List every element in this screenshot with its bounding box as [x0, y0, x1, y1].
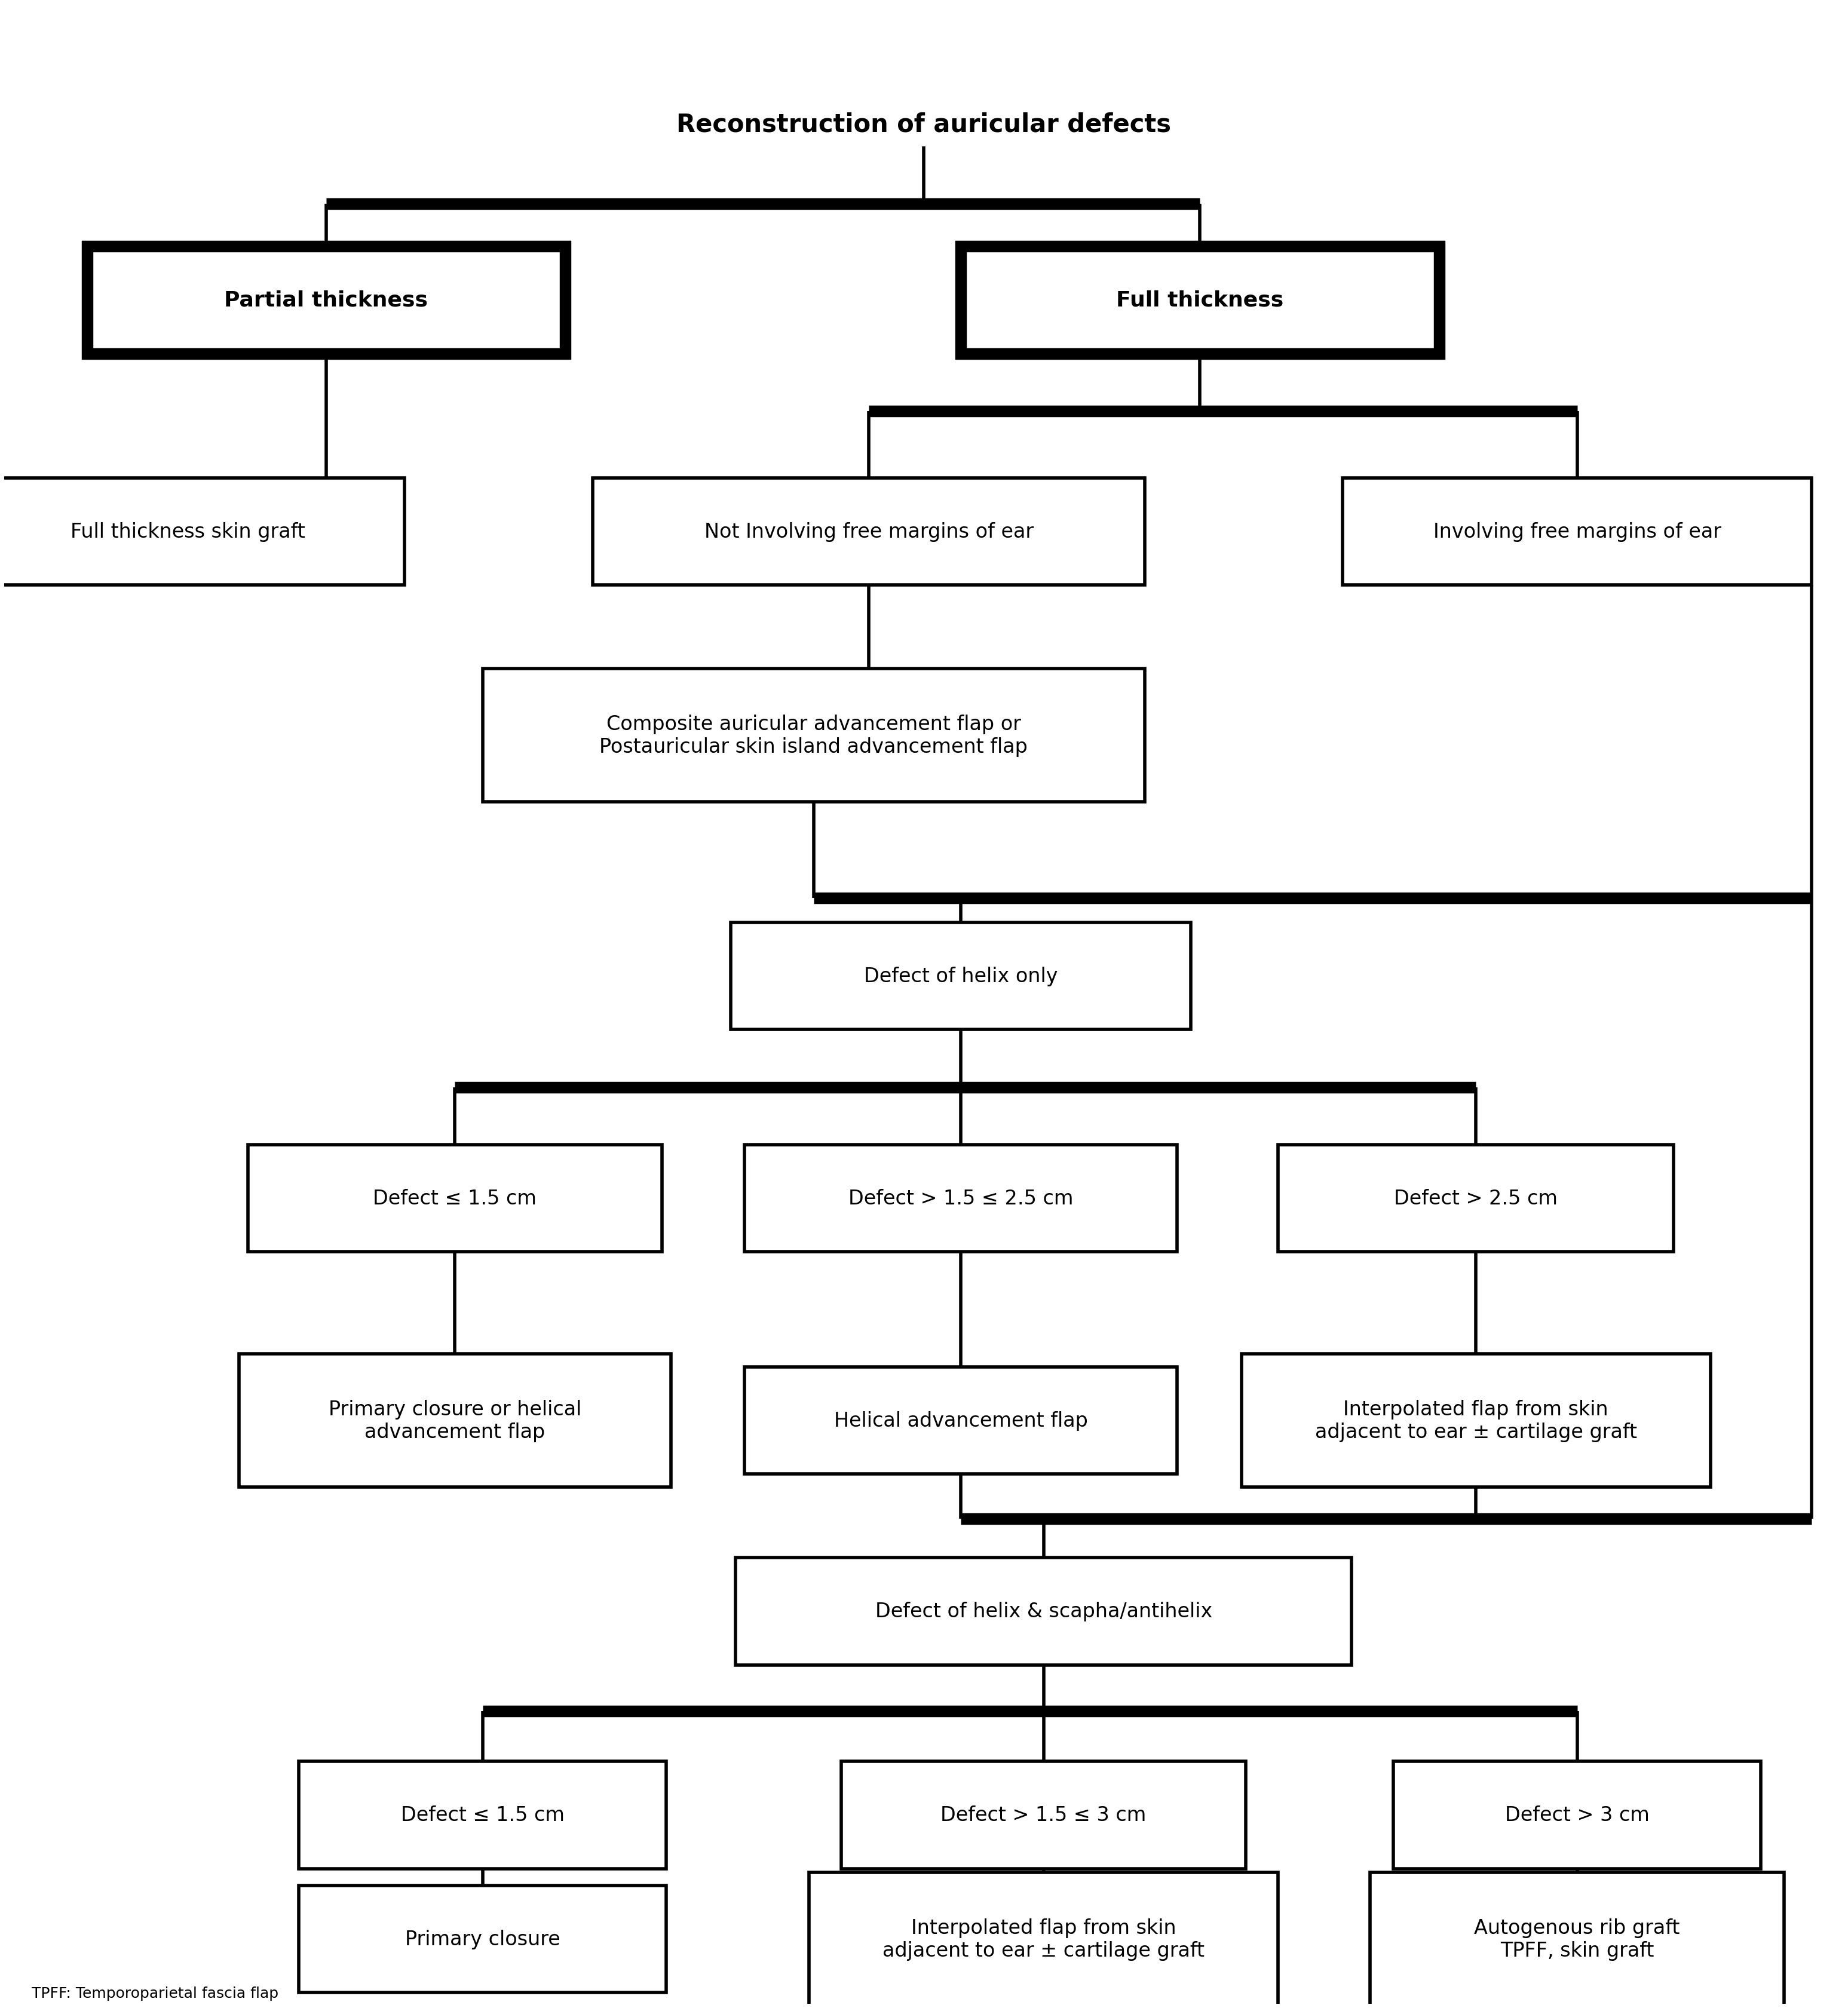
Text: Defect ≤ 1.5 cm: Defect ≤ 1.5 cm: [401, 1805, 564, 1825]
FancyBboxPatch shape: [1342, 478, 1811, 586]
Text: Interpolated flap from skin
adjacent to ear ± cartilage graft: Interpolated flap from skin adjacent to …: [1316, 1400, 1637, 1442]
FancyBboxPatch shape: [961, 247, 1440, 353]
Text: Helical advancement flap: Helical advancement flap: [833, 1412, 1088, 1430]
FancyBboxPatch shape: [1242, 1353, 1711, 1488]
Text: Defect of helix only: Defect of helix only: [863, 966, 1057, 986]
Text: Defect > 3 cm: Defect > 3 cm: [1504, 1805, 1650, 1825]
Text: Partial thickness: Partial thickness: [224, 291, 429, 311]
Text: Autogenous rib graft
TPFF, skin graft: Autogenous rib graft TPFF, skin graft: [1475, 1918, 1680, 1960]
Text: TPFF: Temporoparietal fascia flap: TPFF: Temporoparietal fascia flap: [31, 1986, 279, 2000]
FancyBboxPatch shape: [841, 1761, 1246, 1869]
Text: Defect of helix & scapha/antihelix: Defect of helix & scapha/antihelix: [874, 1602, 1212, 1620]
Text: Interpolated flap from skin
adjacent to ear ± cartilage graft: Interpolated flap from skin adjacent to …: [883, 1918, 1205, 1960]
FancyBboxPatch shape: [248, 1145, 662, 1253]
Text: Not Involving free margins of ear: Not Involving free margins of ear: [704, 522, 1033, 542]
Text: Primary closure: Primary closure: [405, 1930, 560, 1950]
FancyBboxPatch shape: [730, 922, 1190, 1030]
FancyBboxPatch shape: [238, 1353, 671, 1488]
Text: Defect > 2.5 cm: Defect > 2.5 cm: [1393, 1189, 1558, 1209]
Text: Composite auricular advancement flap or
Postauricular skin island advancement fl: Composite auricular advancement flap or …: [599, 715, 1027, 757]
FancyBboxPatch shape: [1279, 1145, 1674, 1253]
FancyBboxPatch shape: [0, 478, 405, 586]
Text: Full thickness skin graft: Full thickness skin graft: [70, 522, 305, 542]
FancyBboxPatch shape: [736, 1558, 1351, 1665]
FancyBboxPatch shape: [1369, 1871, 1783, 2006]
Text: Reconstruction of auricular defects: Reconstruction of auricular defects: [676, 112, 1172, 137]
FancyBboxPatch shape: [1393, 1761, 1761, 1869]
FancyBboxPatch shape: [593, 478, 1144, 586]
FancyBboxPatch shape: [299, 1886, 667, 1992]
FancyBboxPatch shape: [809, 1871, 1279, 2006]
FancyBboxPatch shape: [482, 669, 1144, 801]
Text: Defect ≤ 1.5 cm: Defect ≤ 1.5 cm: [373, 1189, 536, 1209]
Text: Full thickness: Full thickness: [1116, 291, 1284, 311]
Text: Involving free margins of ear: Involving free margins of ear: [1432, 522, 1720, 542]
Text: Defect > 1.5 ≤ 2.5 cm: Defect > 1.5 ≤ 2.5 cm: [848, 1189, 1074, 1209]
FancyBboxPatch shape: [745, 1367, 1177, 1474]
Text: Defect > 1.5 ≤ 3 cm: Defect > 1.5 ≤ 3 cm: [941, 1805, 1146, 1825]
FancyBboxPatch shape: [745, 1145, 1177, 1253]
FancyBboxPatch shape: [87, 247, 565, 353]
FancyBboxPatch shape: [299, 1761, 667, 1869]
Text: Primary closure or helical
advancement flap: Primary closure or helical advancement f…: [329, 1400, 582, 1442]
